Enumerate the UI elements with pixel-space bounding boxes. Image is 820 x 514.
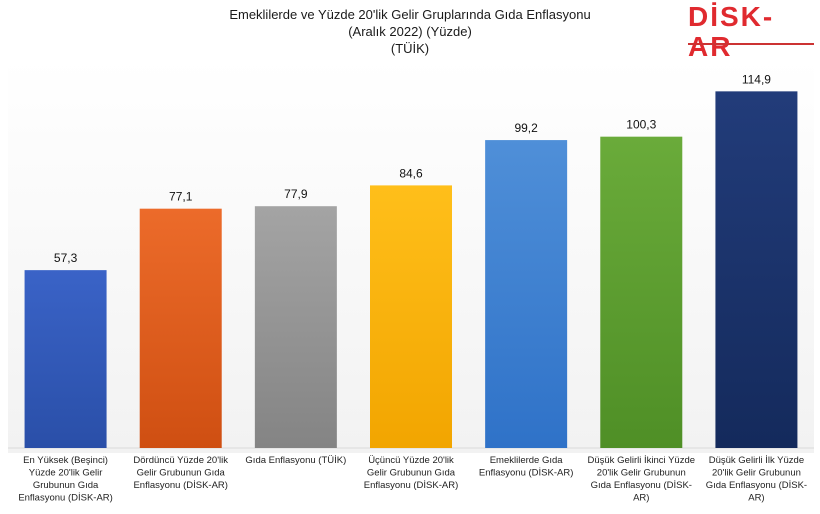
data-label-1: 57,3 xyxy=(54,251,78,265)
bar-7 xyxy=(715,91,798,448)
logo-underline xyxy=(688,32,816,45)
data-label-6: 100,3 xyxy=(626,118,656,132)
chart-subtitle: (Aralık 2022) (Yüzde) xyxy=(348,24,472,39)
logo-text: DİSK-AR xyxy=(688,1,775,62)
data-label-5: 99,2 xyxy=(514,121,538,135)
chart-source: (TÜİK) xyxy=(390,41,430,56)
chart-title-block: Emeklilerde ve Yüzde 20'lik Gelir Grupla… xyxy=(0,6,820,57)
category-label-5: Emeklilerde Gıda Enflasyonu (DİSK-AR) xyxy=(479,455,574,479)
disk-ar-logo: DİSK-AR xyxy=(688,2,816,62)
data-label-7: 114,9 xyxy=(742,72,771,86)
bar-1 xyxy=(24,270,107,448)
category-label-2: Dördüncü Yüzde 20'lik Gelir Grubunun Gıda… xyxy=(133,455,228,491)
category-label-1: En Yüksek (Beşinci) Yüzde 20'lik Gelir Gru… xyxy=(18,455,113,504)
category-label-6: Düşük Gelirli İkinci Yüzde 20'lik Gelir G… xyxy=(588,455,696,504)
data-label-3: 77,9 xyxy=(284,187,308,201)
bar-3 xyxy=(254,206,337,448)
category-label-7: Düşük Gelirli İlk Yüzde 20'lik Gelir Grub… xyxy=(706,455,807,504)
category-label-4: Üçüncü Yüzde 20'lik Gelir Grubunun Gıda En… xyxy=(364,455,459,491)
bar-4 xyxy=(370,185,452,448)
data-label-2: 77,1 xyxy=(169,190,193,204)
bar-5 xyxy=(485,140,568,449)
bar-2 xyxy=(139,208,222,448)
data-label-4: 84,6 xyxy=(399,166,423,180)
bar-6 xyxy=(600,136,683,448)
chart-title: Emeklilerde ve Yüzde 20'lik Gelir Grupla… xyxy=(229,7,591,22)
category-label-3: Gıda Enflasyonu (TÜİK) xyxy=(245,455,346,466)
